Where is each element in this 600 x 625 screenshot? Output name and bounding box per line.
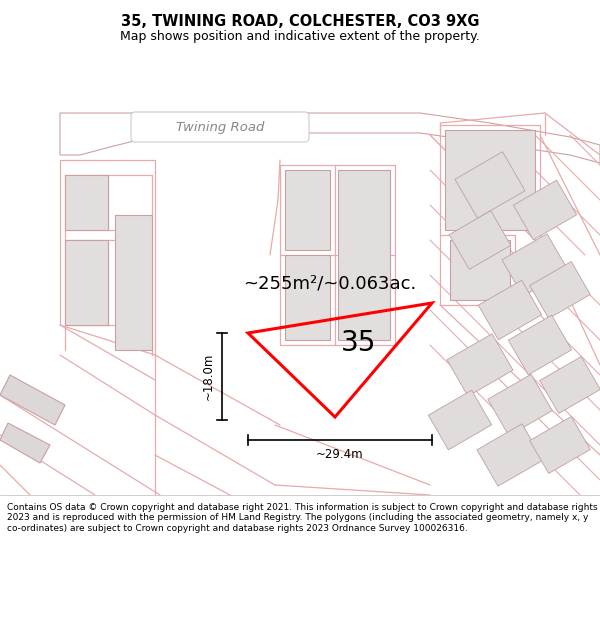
Text: Twining Road: Twining Road	[176, 121, 264, 134]
Text: 35: 35	[341, 329, 376, 357]
Polygon shape	[530, 416, 590, 474]
Polygon shape	[478, 280, 542, 340]
Polygon shape	[502, 234, 568, 296]
Polygon shape	[455, 152, 525, 218]
Polygon shape	[65, 240, 108, 325]
Polygon shape	[488, 374, 552, 436]
Polygon shape	[428, 390, 491, 450]
Text: Contains OS data © Crown copyright and database right 2021. This information is : Contains OS data © Crown copyright and d…	[7, 503, 598, 532]
Text: ~29.4m: ~29.4m	[316, 448, 364, 461]
Polygon shape	[447, 334, 513, 396]
Polygon shape	[0, 375, 65, 425]
Text: ~255m²/~0.063ac.: ~255m²/~0.063ac.	[244, 274, 416, 292]
Text: 35, TWINING ROAD, COLCHESTER, CO3 9XG: 35, TWINING ROAD, COLCHESTER, CO3 9XG	[121, 14, 479, 29]
Polygon shape	[514, 180, 577, 240]
Polygon shape	[540, 356, 600, 414]
Text: Map shows position and indicative extent of the property.: Map shows position and indicative extent…	[120, 30, 480, 43]
Polygon shape	[530, 261, 590, 319]
Polygon shape	[115, 215, 152, 350]
FancyBboxPatch shape	[131, 112, 309, 142]
Polygon shape	[65, 175, 108, 230]
Polygon shape	[445, 130, 535, 230]
Polygon shape	[338, 170, 390, 340]
Polygon shape	[0, 423, 50, 463]
Polygon shape	[60, 113, 600, 163]
Polygon shape	[450, 240, 510, 300]
Polygon shape	[285, 255, 330, 340]
Polygon shape	[477, 424, 543, 486]
Polygon shape	[285, 170, 330, 250]
Polygon shape	[449, 211, 511, 269]
Polygon shape	[508, 315, 572, 375]
Text: ~18.0m: ~18.0m	[202, 352, 215, 400]
